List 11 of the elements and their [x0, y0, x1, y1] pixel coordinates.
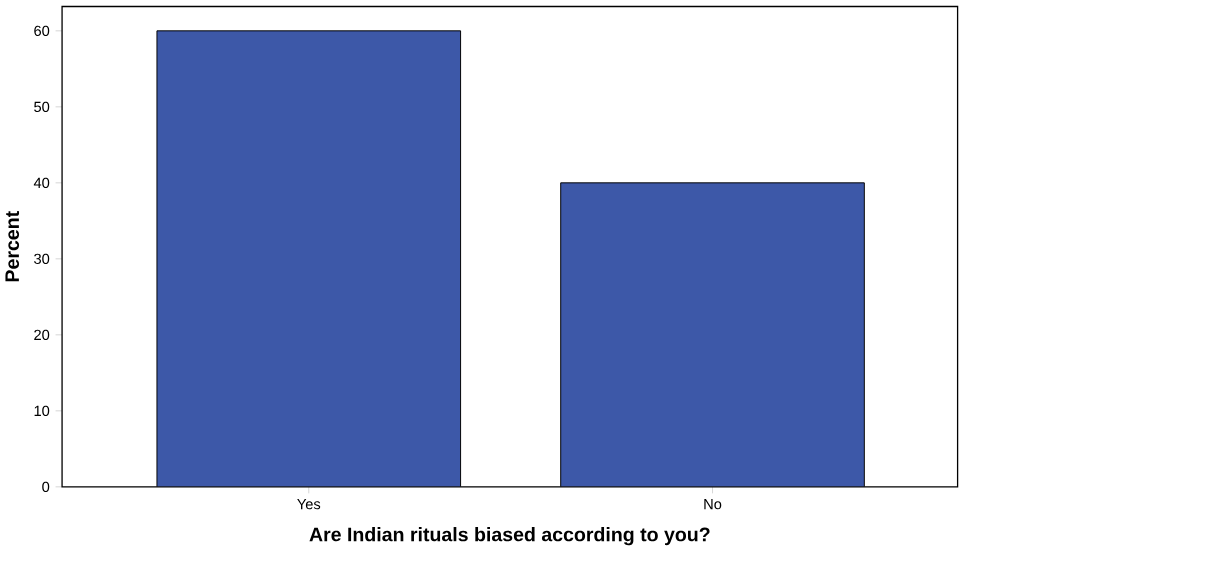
- x-tick-label: No: [704, 499, 722, 510]
- y-tick-label: 0: [42, 481, 50, 493]
- y-tick-label: 20: [34, 329, 50, 341]
- y-axis-title: Percent: [5, 211, 20, 282]
- y-tick-label: 10: [34, 405, 50, 417]
- y-tick-label: 60: [34, 25, 50, 37]
- y-tick-label: 50: [34, 101, 50, 113]
- y-tick-label: 30: [34, 253, 50, 265]
- y-tick-label: 40: [33, 177, 50, 189]
- x-tick-label: Yes: [297, 499, 321, 510]
- x-axis-title: Are Indian rituals biased according to you?: [309, 527, 710, 546]
